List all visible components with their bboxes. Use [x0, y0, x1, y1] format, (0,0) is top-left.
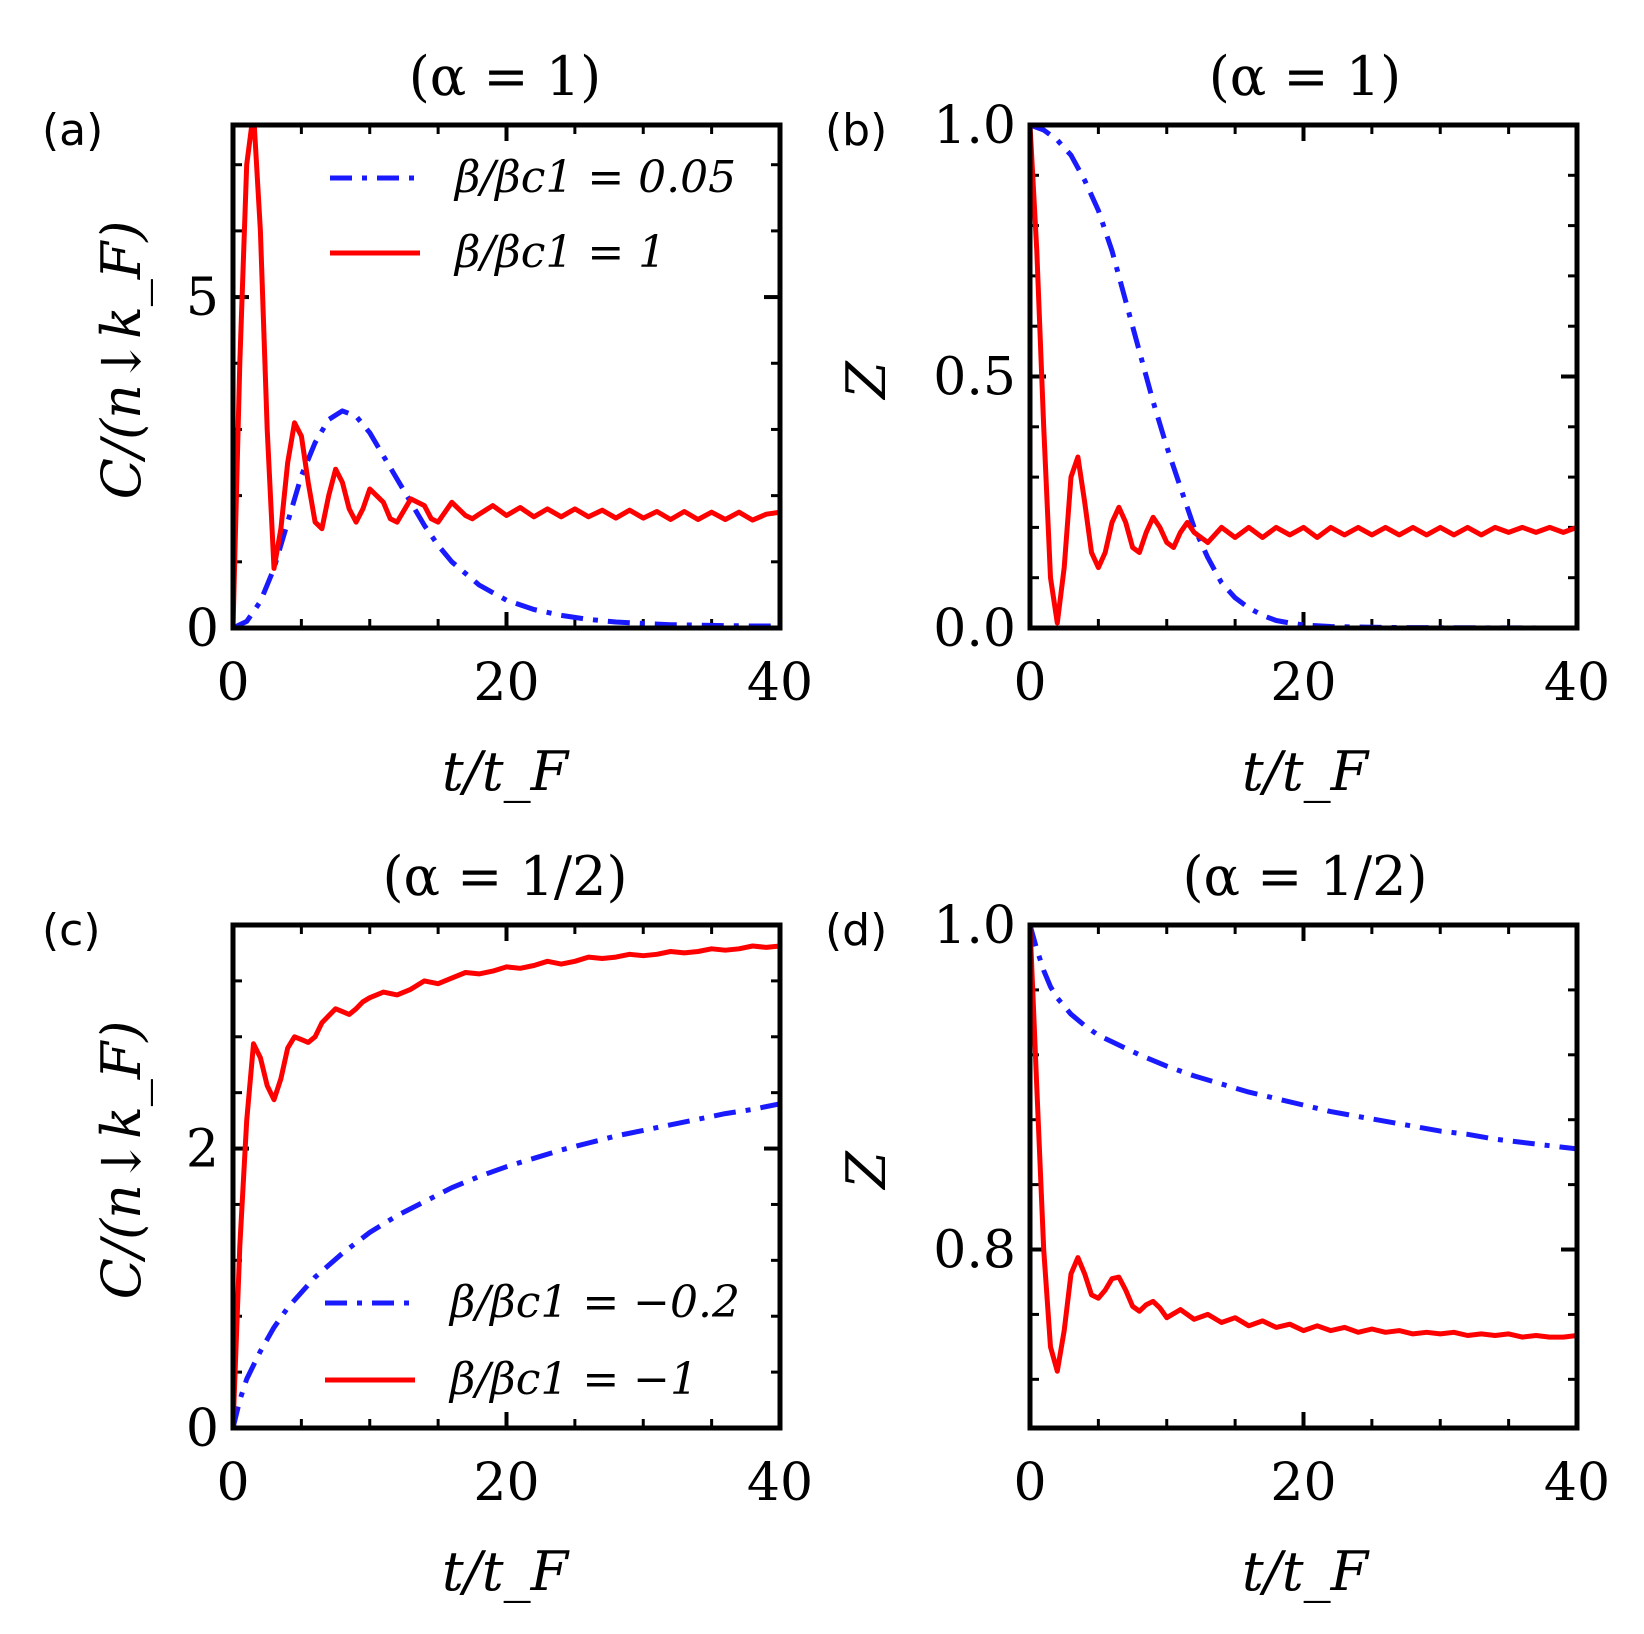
y-tick-label: 5	[186, 268, 219, 328]
panel-title-c: (α = 1/2)	[382, 845, 627, 908]
series-line-solid	[233, 943, 780, 1428]
x-axis-label-a: t/t_F	[442, 740, 571, 803]
panel-d: (d) (α = 1/2) 0 20 40 0.8 1.0 t/t_F Z	[825, 845, 1610, 1603]
panel-title-a: (α = 1)	[409, 45, 602, 108]
y-tick-label: 0	[186, 1399, 219, 1459]
curves-d	[1030, 925, 1577, 1374]
ticks-c: 0 20 40 0 2	[186, 923, 813, 1513]
axes-frame-a	[230, 122, 783, 631]
panel-a: (a) (α = 1) 0 20 40 0 5 t/t_F C/(n↓k_F) β/βc…	[42, 45, 813, 803]
curves-c	[233, 943, 780, 1428]
axes-frame-b	[1027, 122, 1580, 631]
legend-label-red-a: β/βc1 = 1	[453, 227, 666, 278]
y-tick-label: 2	[186, 1120, 219, 1180]
x-tick-label: 40	[1544, 653, 1610, 713]
panel-b: (b) (α = 1) 0 20 40 0.0 0.5 1.0 t/t_F Z	[825, 45, 1610, 803]
legend-label-blue-a: β/βc1 = 0.05	[453, 152, 736, 203]
y-tick-label: 0.0	[933, 599, 1016, 659]
y-axis-label-d: Z	[835, 1150, 898, 1191]
legend-label-blue-c: β/βc1 = −0.2	[448, 1277, 740, 1328]
ticks-b: 0 20 40 0.0 0.5 1.0	[933, 96, 1610, 713]
panel-letter-d: (d)	[825, 905, 887, 956]
y-tick-label: 0.5	[933, 348, 1016, 408]
x-axis-label-b: t/t_F	[1242, 740, 1371, 803]
x-tick-label: 0	[216, 1453, 249, 1513]
y-tick-label: 1.0	[933, 896, 1016, 956]
series-line-dashdot	[233, 1101, 780, 1428]
x-tick-label: 40	[747, 653, 813, 713]
ticks-d: 0 20 40 0.8 1.0	[933, 896, 1610, 1513]
legend-c: β/βc1 = −0.2 β/βc1 = −1	[325, 1277, 740, 1405]
curves-a	[233, 125, 780, 628]
x-axis-label-c: t/t_F	[442, 1540, 571, 1603]
y-tick-label: 0.8	[933, 1221, 1016, 1281]
y-tick-label: 1.0	[933, 96, 1016, 156]
panel-c: (c) (α = 1/2) 0 20 40 0 2 t/t_F C/(n↓k_F) β/…	[42, 845, 813, 1603]
series-line-solid	[1030, 925, 1577, 1374]
y-axis-label-a: C/(n↓k_F)	[90, 221, 153, 500]
x-tick-label: 0	[216, 653, 249, 713]
x-tick-label: 20	[1270, 1453, 1336, 1513]
x-tick-label: 0	[1013, 653, 1046, 713]
axes-frame-d	[1027, 922, 1580, 1431]
legend-a: β/βc1 = 0.05 β/βc1 = 1	[330, 152, 736, 278]
x-tick-label: 20	[473, 1453, 539, 1513]
panel-title-d: (α = 1/2)	[1182, 845, 1427, 908]
series-line-dashdot	[1030, 125, 1577, 628]
x-tick-label: 20	[1270, 653, 1336, 713]
panel-letter-b: (b)	[825, 105, 887, 156]
y-axis-label-b: Z	[835, 360, 898, 401]
panel-letter-c: (c)	[42, 905, 101, 956]
panel-letter-a: (a)	[42, 105, 103, 156]
series-line-solid	[1030, 125, 1577, 626]
x-tick-label: 40	[1544, 1453, 1610, 1513]
x-axis-label-d: t/t_F	[1242, 1540, 1371, 1603]
x-tick-label: 0	[1013, 1453, 1046, 1513]
legend-label-red-c: β/βc1 = −1	[448, 1354, 698, 1405]
axes-frame-c	[230, 922, 783, 1431]
x-tick-label: 20	[473, 653, 539, 713]
series-line-dashdot	[1030, 925, 1577, 1152]
curves-b	[1030, 125, 1577, 628]
series-line-dashdot	[233, 408, 780, 628]
panel-title-b: (α = 1)	[1209, 45, 1402, 108]
x-tick-label: 40	[747, 1453, 813, 1513]
series-line-solid	[233, 125, 780, 628]
y-tick-label: 0	[186, 599, 219, 659]
y-axis-label-c: C/(n↓k_F)	[90, 1021, 153, 1300]
